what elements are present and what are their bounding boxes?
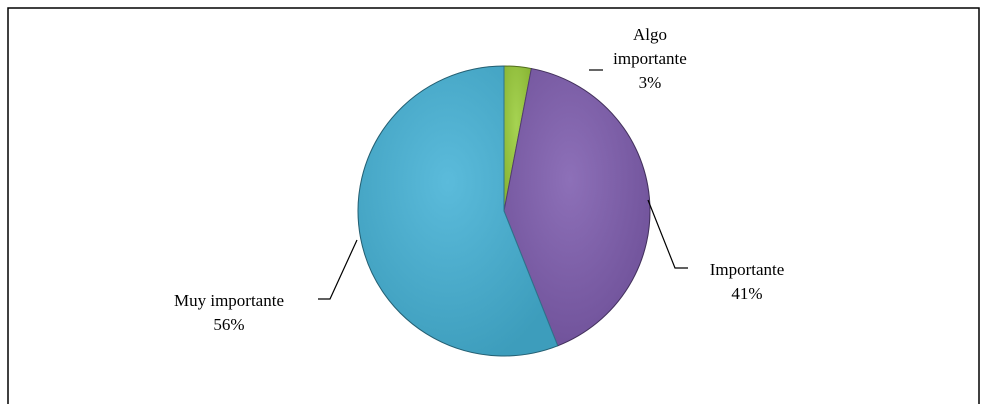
slice-name-label: importante [613, 49, 687, 68]
slice-name-label: Muy importante [174, 291, 284, 310]
slice-label: Muy importante 56% [174, 291, 284, 334]
leader-line [318, 239, 358, 300]
leader-line [647, 199, 688, 269]
slice-name-label: Algo [633, 25, 667, 44]
slice-value-label: 3% [639, 73, 662, 92]
pie-slice-importante [503, 67, 651, 347]
slice-label: Algo importante 3% [613, 25, 687, 92]
slice-value-label: 56% [213, 315, 244, 334]
leader-lines [318, 69, 688, 300]
slice-name-label: Importante [710, 260, 785, 279]
pie-outline [357, 65, 651, 357]
pie-slice-muy-importante [357, 65, 559, 357]
pie-slices [357, 65, 651, 357]
slice-value-label: 41% [731, 284, 762, 303]
slice-labels: Algo importante 3% Importante 41% Muy importa… [174, 25, 784, 334]
chart-border [7, 7, 980, 404]
slice-label: Importante 41% [710, 260, 785, 303]
